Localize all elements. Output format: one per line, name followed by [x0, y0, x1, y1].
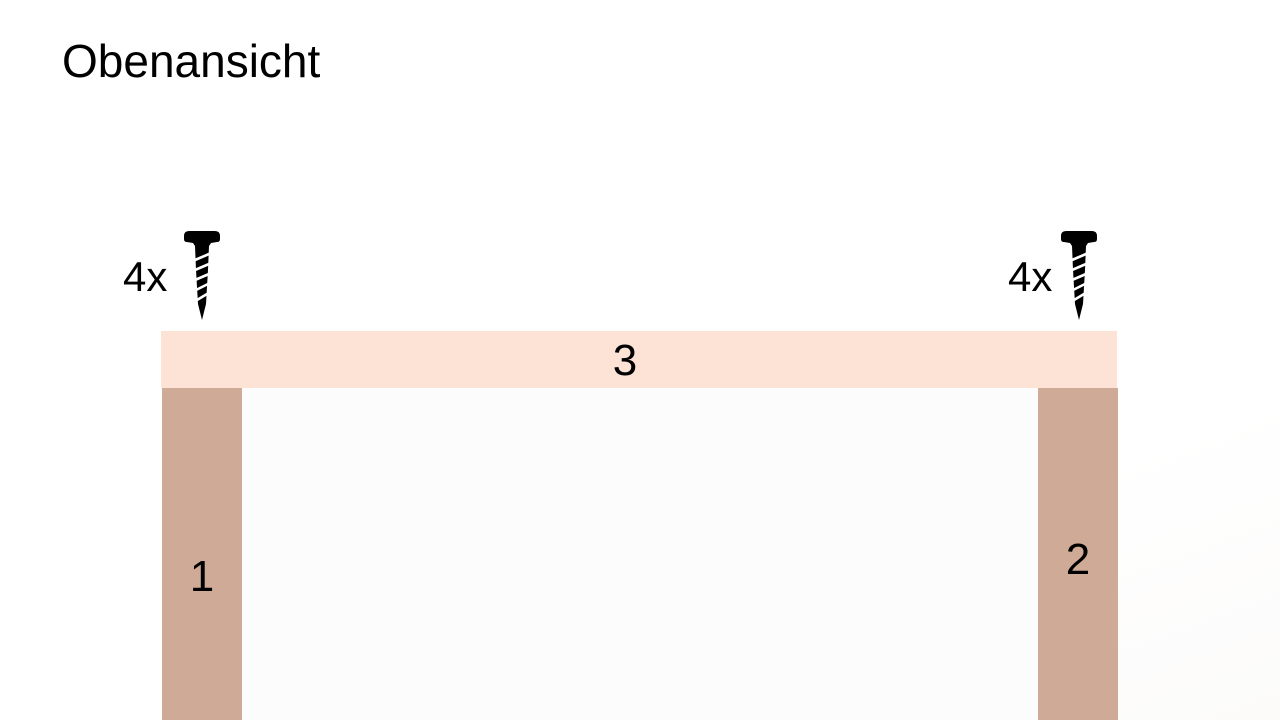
screw-icon	[1061, 231, 1097, 320]
page-title: Obenansicht	[62, 35, 321, 87]
inner-space	[242, 388, 1038, 720]
screw-count-right: 4x	[1008, 253, 1053, 300]
board-1-left-leg	[162, 388, 242, 720]
part-label-2: 2	[1065, 535, 1091, 584]
part-label-1: 1	[189, 552, 215, 601]
board-2-right-leg	[1038, 388, 1118, 720]
part-label-3: 3	[612, 336, 638, 385]
screw-count-left: 4x	[123, 253, 168, 300]
board-3-top	[161, 331, 1117, 388]
screw-icon	[184, 231, 220, 320]
